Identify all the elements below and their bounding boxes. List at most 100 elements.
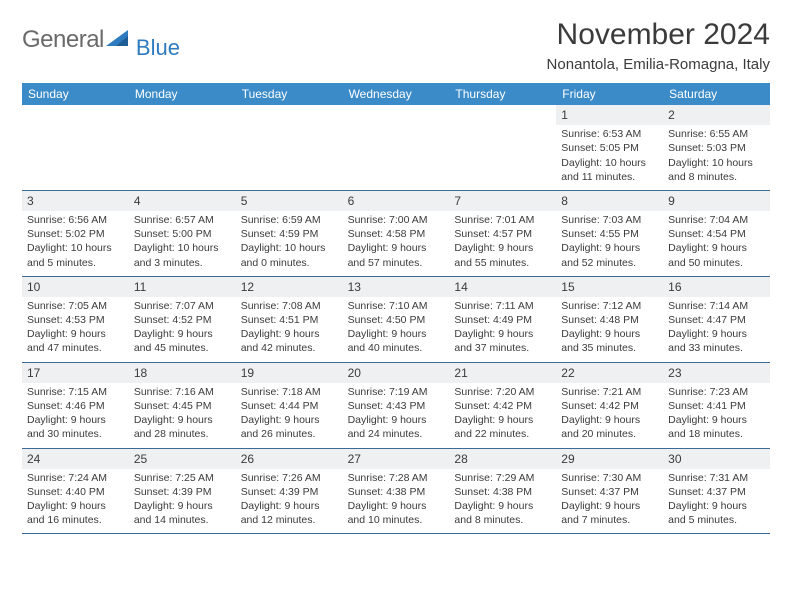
day-number: 25: [129, 449, 236, 469]
daylight2-text: and 20 minutes.: [561, 427, 658, 441]
calendar-cell: 21Sunrise: 7:20 AMSunset: 4:42 PMDayligh…: [449, 363, 556, 448]
day-number: 14: [449, 277, 556, 297]
day-number: 20: [343, 363, 450, 383]
page-header: General Blue November 2024 Nonantola, Em…: [22, 18, 770, 73]
daylight1-text: Daylight: 9 hours: [348, 327, 445, 341]
sunset-text: Sunset: 4:55 PM: [561, 227, 658, 241]
day-number: 16: [663, 277, 770, 297]
calendar-cell: 6Sunrise: 7:00 AMSunset: 4:58 PMDaylight…: [343, 191, 450, 276]
sunrise-text: Sunrise: 7:14 AM: [668, 299, 765, 313]
sunset-text: Sunset: 5:05 PM: [561, 141, 658, 155]
daylight2-text: and 16 minutes.: [27, 513, 124, 527]
sunrise-text: Sunrise: 7:11 AM: [454, 299, 551, 313]
daylight1-text: Daylight: 9 hours: [348, 499, 445, 513]
calendar-cell: 2Sunrise: 6:55 AMSunset: 5:03 PMDaylight…: [663, 105, 770, 190]
calendar-cell: [129, 105, 236, 190]
sunrise-text: Sunrise: 7:04 AM: [668, 213, 765, 227]
sunset-text: Sunset: 4:43 PM: [348, 399, 445, 413]
calendar-cell: 20Sunrise: 7:19 AMSunset: 4:43 PMDayligh…: [343, 363, 450, 448]
logo-triangle-icon: [106, 28, 132, 53]
day-number: 7: [449, 191, 556, 211]
day-number: 19: [236, 363, 343, 383]
day-number: 2: [663, 105, 770, 125]
sunrise-text: Sunrise: 6:56 AM: [27, 213, 124, 227]
calendar-cell: 9Sunrise: 7:04 AMSunset: 4:54 PMDaylight…: [663, 191, 770, 276]
sunset-text: Sunset: 4:57 PM: [454, 227, 551, 241]
daylight2-text: and 11 minutes.: [561, 170, 658, 184]
sunrise-text: Sunrise: 7:10 AM: [348, 299, 445, 313]
daylight1-text: Daylight: 9 hours: [241, 499, 338, 513]
sunrise-text: Sunrise: 7:00 AM: [348, 213, 445, 227]
calendar-cell: 3Sunrise: 6:56 AMSunset: 5:02 PMDaylight…: [22, 191, 129, 276]
daylight2-text: and 8 minutes.: [454, 513, 551, 527]
calendar-cell: 29Sunrise: 7:30 AMSunset: 4:37 PMDayligh…: [556, 449, 663, 534]
sunset-text: Sunset: 4:59 PM: [241, 227, 338, 241]
sunrise-text: Sunrise: 7:25 AM: [134, 471, 231, 485]
calendar-cell: 22Sunrise: 7:21 AMSunset: 4:42 PMDayligh…: [556, 363, 663, 448]
day-number: 8: [556, 191, 663, 211]
calendar-week-row: 17Sunrise: 7:15 AMSunset: 4:46 PMDayligh…: [22, 363, 770, 449]
daylight2-text: and 33 minutes.: [668, 341, 765, 355]
calendar-cell: 26Sunrise: 7:26 AMSunset: 4:39 PMDayligh…: [236, 449, 343, 534]
calendar-cell: [22, 105, 129, 190]
calendar-cell: 4Sunrise: 6:57 AMSunset: 5:00 PMDaylight…: [129, 191, 236, 276]
sunrise-text: Sunrise: 7:29 AM: [454, 471, 551, 485]
sunrise-text: Sunrise: 7:19 AM: [348, 385, 445, 399]
calendar-cell: 25Sunrise: 7:25 AMSunset: 4:39 PMDayligh…: [129, 449, 236, 534]
daylight2-text: and 12 minutes.: [241, 513, 338, 527]
daylight2-text: and 5 minutes.: [27, 256, 124, 270]
daylight1-text: Daylight: 9 hours: [27, 413, 124, 427]
sunset-text: Sunset: 4:39 PM: [241, 485, 338, 499]
day-number: 22: [556, 363, 663, 383]
sunrise-text: Sunrise: 7:28 AM: [348, 471, 445, 485]
daylight2-text: and 50 minutes.: [668, 256, 765, 270]
sunrise-text: Sunrise: 7:07 AM: [134, 299, 231, 313]
sunrise-text: Sunrise: 7:05 AM: [27, 299, 124, 313]
logo-text-general: General: [22, 26, 104, 54]
daylight2-text: and 7 minutes.: [561, 513, 658, 527]
day-number: 9: [663, 191, 770, 211]
calendar-cell: 11Sunrise: 7:07 AMSunset: 4:52 PMDayligh…: [129, 277, 236, 362]
sunrise-text: Sunrise: 6:55 AM: [668, 127, 765, 141]
calendar-grid: 1Sunrise: 6:53 AMSunset: 5:05 PMDaylight…: [22, 105, 770, 534]
location-subtitle: Nonantola, Emilia-Romagna, Italy: [547, 56, 770, 73]
sunrise-text: Sunrise: 7:20 AM: [454, 385, 551, 399]
dayname-sun: Sunday: [22, 83, 129, 105]
daylight1-text: Daylight: 9 hours: [561, 413, 658, 427]
day-number: 21: [449, 363, 556, 383]
sunrise-text: Sunrise: 7:23 AM: [668, 385, 765, 399]
day-number: 10: [22, 277, 129, 297]
daylight2-text: and 8 minutes.: [668, 170, 765, 184]
daylight2-text: and 14 minutes.: [134, 513, 231, 527]
sunset-text: Sunset: 5:02 PM: [27, 227, 124, 241]
daylight1-text: Daylight: 9 hours: [454, 499, 551, 513]
logo: General Blue: [22, 18, 180, 54]
sunset-text: Sunset: 4:37 PM: [561, 485, 658, 499]
daylight1-text: Daylight: 9 hours: [561, 327, 658, 341]
daylight1-text: Daylight: 9 hours: [27, 327, 124, 341]
calendar-cell: 10 Sunrise: 7:05 AMSunset: 4:53 PMDayligh…: [22, 277, 129, 362]
sunrise-text: Sunrise: 7:16 AM: [134, 385, 231, 399]
daylight2-text: and 5 minutes.: [668, 513, 765, 527]
calendar-cell: 24Sunrise: 7:24 AMSunset: 4:40 PMDayligh…: [22, 449, 129, 534]
daylight2-text: and 18 minutes.: [668, 427, 765, 441]
sunrise-text: Sunrise: 7:18 AM: [241, 385, 338, 399]
sunset-text: Sunset: 4:42 PM: [561, 399, 658, 413]
sunrise-text: Sunrise: 7:31 AM: [668, 471, 765, 485]
calendar-cell: 15Sunrise: 7:12 AMSunset: 4:48 PMDayligh…: [556, 277, 663, 362]
sunset-text: Sunset: 4:50 PM: [348, 313, 445, 327]
calendar-cell: [236, 105, 343, 190]
sunset-text: Sunset: 4:58 PM: [348, 227, 445, 241]
daylight1-text: Daylight: 9 hours: [561, 241, 658, 255]
month-title: November 2024: [547, 18, 770, 52]
sunset-text: Sunset: 4:37 PM: [668, 485, 765, 499]
sunset-text: Sunset: 4:53 PM: [27, 313, 124, 327]
daylight1-text: Daylight: 10 hours: [27, 241, 124, 255]
daylight1-text: Daylight: 9 hours: [241, 413, 338, 427]
daylight2-text: and 55 minutes.: [454, 256, 551, 270]
sunrise-text: Sunrise: 7:15 AM: [27, 385, 124, 399]
calendar-cell: 19Sunrise: 7:18 AMSunset: 4:44 PMDayligh…: [236, 363, 343, 448]
day-number: 28: [449, 449, 556, 469]
dayname-fri: Friday: [556, 83, 663, 105]
day-number: 5: [236, 191, 343, 211]
